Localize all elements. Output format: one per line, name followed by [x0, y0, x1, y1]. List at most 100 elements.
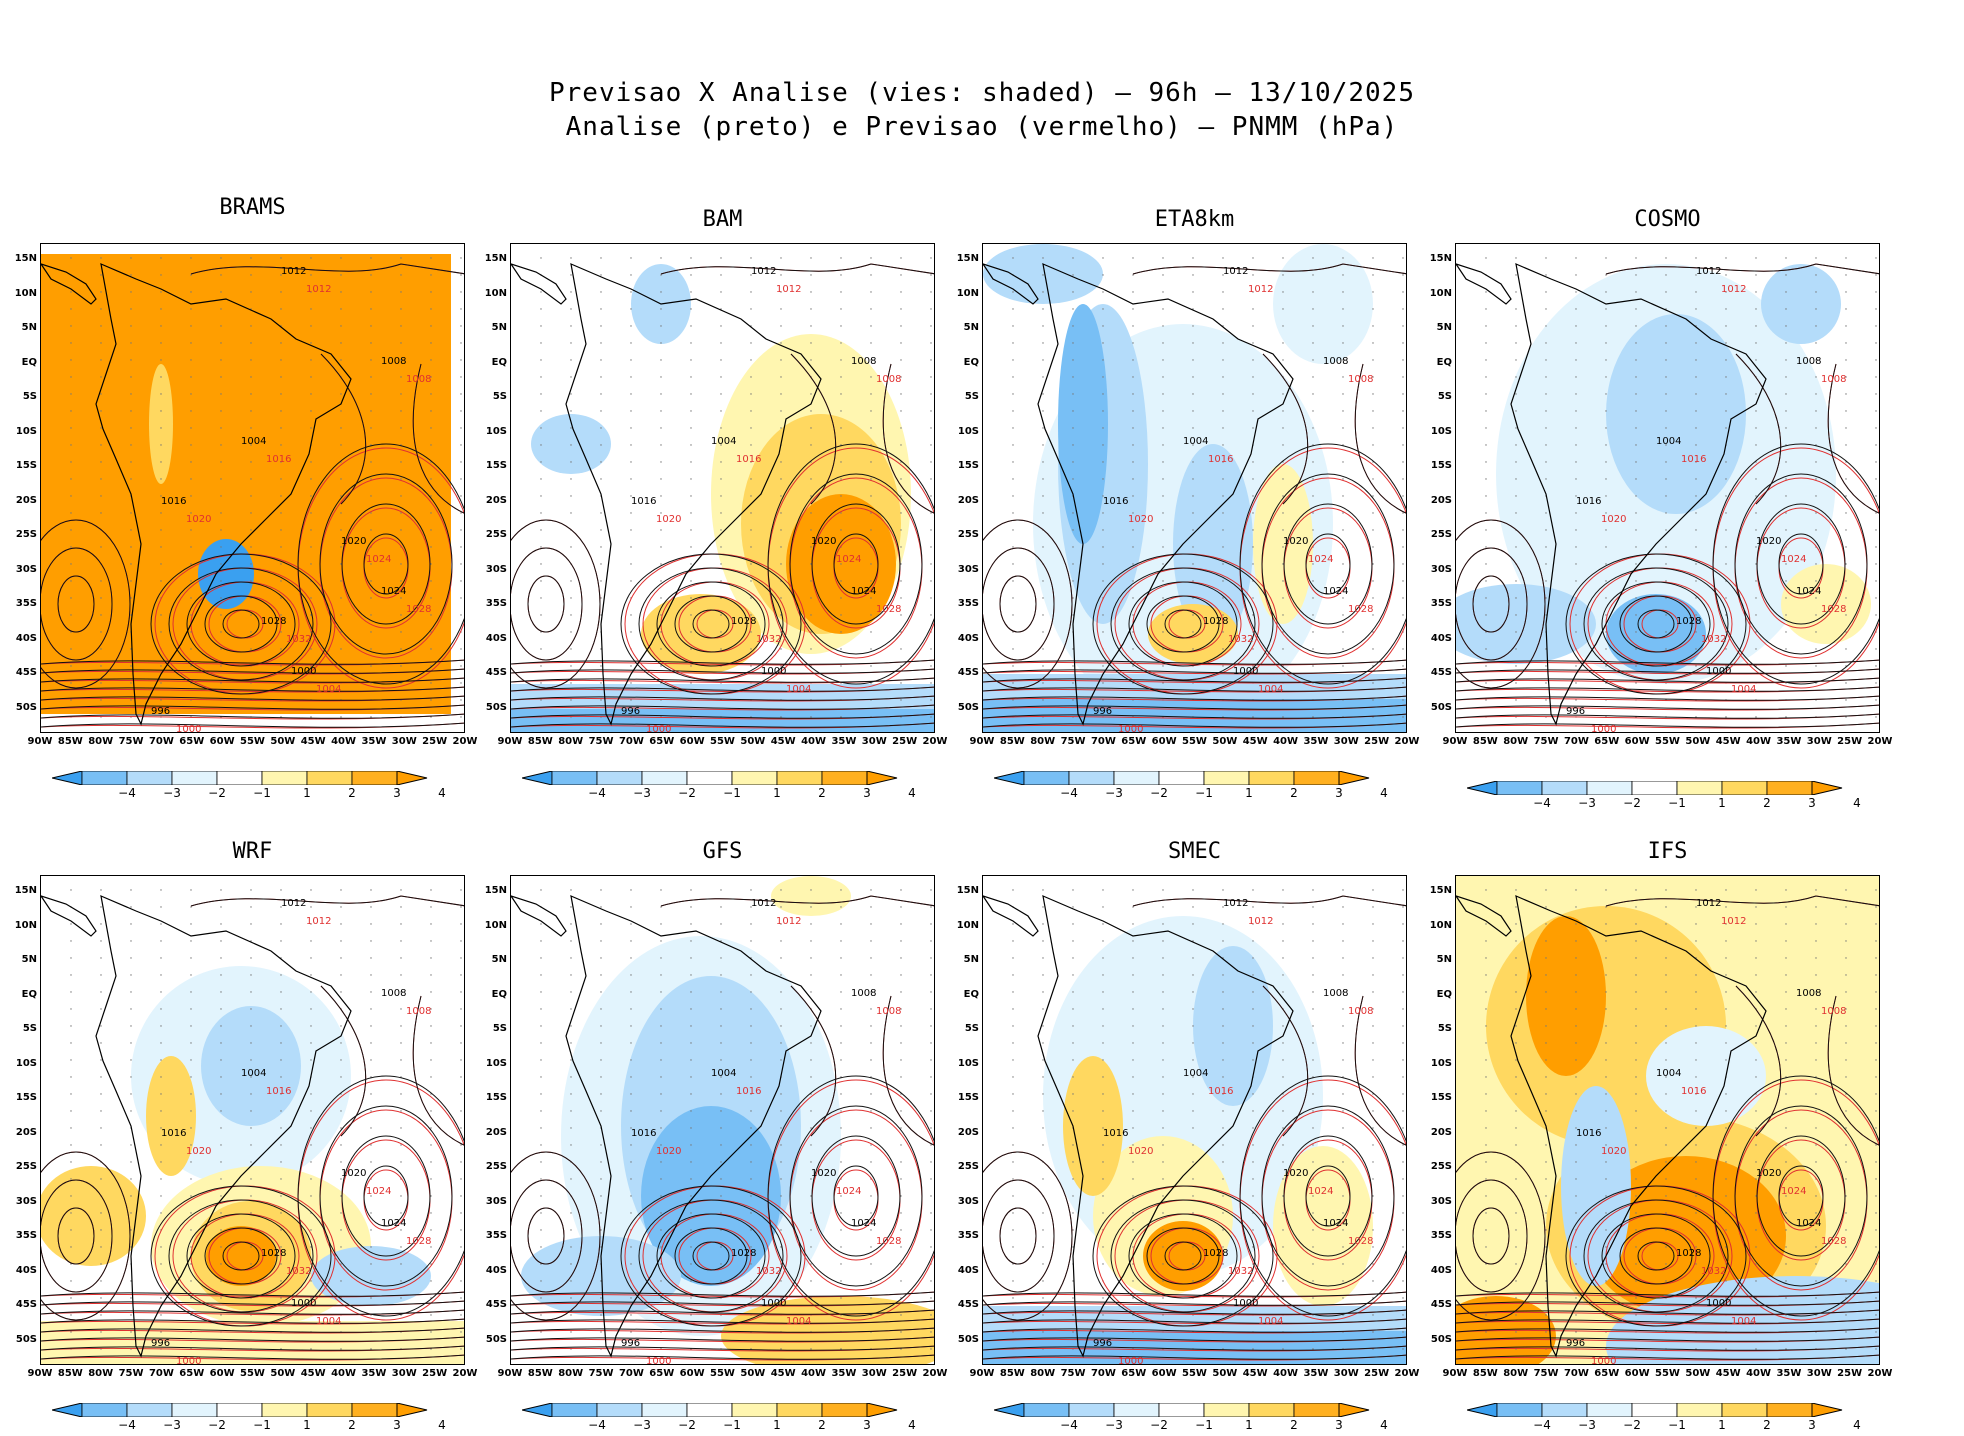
contour-label-black: 1024 [381, 1218, 406, 1229]
lat-label: 5N [1436, 954, 1452, 965]
contour-label-red: 1008 [406, 374, 431, 385]
contour-label-red: 1024 [1781, 554, 1806, 565]
lat-label: 30S [1430, 1195, 1452, 1207]
contour-label-black: 1012 [1696, 266, 1721, 277]
contour-label-red: 1024 [1308, 1186, 1333, 1197]
colorbar-arrow-right [1338, 771, 1370, 785]
lat-label: 5S [964, 391, 979, 402]
lon-label: 20W [452, 736, 478, 747]
contour-label-red: 1008 [876, 374, 901, 385]
colorbar-label: −2 [1623, 1418, 1641, 1432]
contour-label-red: 1020 [186, 514, 211, 525]
colorbar-arrow-left [52, 1403, 83, 1417]
colorbar-label: 4 [908, 1418, 916, 1432]
lon-label: 85W [999, 1368, 1025, 1379]
lat-label: 25S [1430, 1161, 1452, 1172]
lat-label: 50S [485, 701, 507, 713]
lat-label: 10S [15, 1057, 37, 1069]
colorbar-label: 3 [1808, 1418, 1816, 1432]
lat-label: 50S [957, 1333, 979, 1345]
contour-label-black: 1008 [1796, 988, 1821, 999]
contour-label-red: 1000 [1591, 1356, 1616, 1365]
lat-label: 15N [956, 253, 979, 264]
colorbar-segment [1676, 781, 1723, 795]
lon-label: 25W [1364, 736, 1390, 747]
contour-label-red: 1020 [1128, 1146, 1153, 1157]
lon-label: 65W [1121, 1368, 1147, 1379]
lon-label: 30W [1333, 736, 1359, 747]
colorbar-bam [522, 771, 898, 785]
contour-label-black: 1020 [811, 1168, 836, 1179]
contour-label-black: 1028 [1203, 616, 1228, 627]
lat-label: 30S [957, 563, 979, 575]
lon-label: 45W [300, 736, 326, 747]
lat-label: 10S [957, 425, 979, 437]
lon-label: 75W [118, 736, 144, 747]
lon-label: 80W [1503, 1368, 1529, 1379]
lat-label: 20S [485, 494, 507, 506]
contour-label-black: 1000 [291, 666, 316, 677]
lon-label: 55W [1182, 1368, 1207, 1379]
colorbar-brams [52, 771, 428, 785]
lon-label: 85W [57, 736, 83, 747]
lon-label: 50W [270, 1368, 296, 1379]
contour-label-red: 1008 [876, 1006, 901, 1017]
lat-label: 25S [957, 1161, 979, 1172]
lat-label: 50S [957, 701, 979, 713]
lon-label: 75W [588, 736, 614, 747]
colorbar-label: −2 [208, 786, 226, 800]
colorbar-segment [641, 771, 688, 785]
map-wrf: 1012 1012 1008 1008 1004 1016 1016 1020 1020 1024… [40, 875, 465, 1365]
colorbar-label: 4 [1853, 1418, 1861, 1432]
colorbar-segment [1113, 1403, 1160, 1417]
colorbar-label: −4 [588, 786, 606, 800]
contour-label-red: 1008 [1348, 1006, 1373, 1017]
contour-label-black: 1004 [1183, 1068, 1208, 1079]
contour-label-black: 1008 [381, 988, 406, 999]
lat-label: 25S [485, 529, 507, 540]
lat-label: 40S [957, 632, 979, 644]
lat-label: 10N [484, 287, 507, 299]
lon-label: 80W [558, 1368, 584, 1379]
lon-label: 45W [300, 1368, 326, 1379]
colorbar-segment [1496, 781, 1543, 795]
lon-label: 85W [57, 1368, 83, 1379]
colorbar-label: 2 [1763, 1418, 1771, 1432]
colorbar-segment [776, 1403, 823, 1417]
lat-label: 10N [956, 287, 979, 299]
colorbar-segment [686, 771, 733, 785]
contour-label-black: 1000 [1706, 666, 1731, 677]
lon-label: 30W [391, 1368, 417, 1379]
contour-label-red: 1016 [1208, 1086, 1233, 1097]
contour-label-red: 1008 [1821, 1006, 1846, 1017]
lon-label: 50W [270, 736, 296, 747]
lon-label: 40W [1746, 1368, 1772, 1379]
lat-label: 35S [957, 1230, 979, 1241]
colorbar-label: 1 [303, 786, 311, 800]
lon-label: 30W [1333, 1368, 1359, 1379]
colorbar-segment [1203, 1403, 1250, 1417]
contour-label-red: 1000 [1591, 724, 1616, 733]
contour-label-black: 1028 [731, 616, 756, 627]
lat-label: 45S [15, 667, 37, 678]
contour-label-red: 1028 [1821, 604, 1846, 615]
colorbar-label: 2 [348, 786, 356, 800]
colorbar-label: 1 [303, 1418, 311, 1432]
map-cosmo: 1012 1012 1008 1008 1004 1016 1016 1020 1020 1024… [1455, 243, 1880, 733]
contour-label-black: 1024 [381, 586, 406, 597]
contour-label-black: 1028 [261, 1248, 286, 1259]
contour-label-black: 1024 [1323, 1218, 1348, 1229]
colorbar-arrow-left [52, 771, 83, 785]
contour-label-black: 1016 [161, 1128, 186, 1139]
lat-label: 15S [485, 1092, 507, 1103]
colorbar-label: −2 [1150, 786, 1168, 800]
contour-label-red: 1004 [1731, 684, 1756, 695]
lon-label: 50W [1685, 736, 1711, 747]
colorbar-label: −1 [1668, 1418, 1686, 1432]
colorbar-arrow-left [1467, 781, 1498, 795]
lat-label: 25S [485, 1161, 507, 1172]
map-bam: 1012 1012 1008 1008 1004 1016 1016 1020 1020 1024… [510, 243, 935, 733]
lon-label: 60W [209, 736, 235, 747]
contour-label-black: 1028 [1676, 616, 1701, 627]
contour-label-red: 1012 [776, 284, 801, 295]
